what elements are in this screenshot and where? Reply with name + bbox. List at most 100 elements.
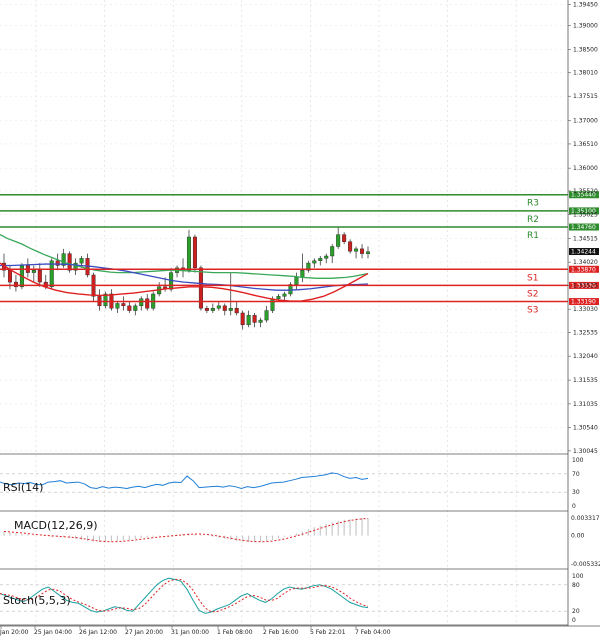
main-panel[interactable] <box>0 227 371 330</box>
candle[interactable] <box>246 315 251 326</box>
stoch-tick-label: 80 <box>572 582 580 589</box>
macd-tick-label: 0.003317 <box>571 515 600 522</box>
y-tick-label: 1.36000 <box>573 165 598 172</box>
candle[interactable] <box>55 260 60 266</box>
y-tick-label: 1.37000 <box>573 118 598 125</box>
stoch-d-line <box>0 578 369 613</box>
candle[interactable] <box>37 270 42 283</box>
y-tick-label: 1.32040 <box>573 353 598 360</box>
moving-average-red <box>0 262 369 302</box>
level-price-badge <box>569 223 599 231</box>
candle[interactable] <box>306 262 311 271</box>
stoch-k-line <box>0 577 369 614</box>
y-tick-label: 1.35025 <box>573 211 598 218</box>
macd-title: MACD(12,26,9) <box>14 519 98 532</box>
candle[interactable] <box>79 258 84 264</box>
y-tick-label: 1.39000 <box>573 23 598 30</box>
candle[interactable] <box>282 293 287 297</box>
candle[interactable] <box>222 305 227 311</box>
x-tick-label: 27 Jan 20:00 <box>125 629 163 636</box>
candle[interactable] <box>49 260 54 288</box>
candle[interactable] <box>300 270 305 278</box>
candle[interactable] <box>7 270 12 283</box>
candle[interactable] <box>127 305 132 311</box>
candle[interactable] <box>252 315 257 323</box>
candle[interactable] <box>186 236 191 271</box>
candle[interactable] <box>294 277 299 285</box>
candle[interactable] <box>31 270 36 273</box>
level-price-badge <box>569 207 599 215</box>
x-tick-label: 1 Feb 08:00 <box>217 629 253 636</box>
candle[interactable] <box>264 310 269 321</box>
candle[interactable] <box>336 234 341 247</box>
level-name-r2: R2 <box>527 215 539 225</box>
candle[interactable] <box>73 262 78 271</box>
x-tick-label: 7 Feb 04:00 <box>355 629 391 636</box>
y-tick-label: 1.37515 <box>573 93 598 100</box>
candle[interactable] <box>121 303 126 307</box>
candle[interactable] <box>204 308 209 311</box>
macd-panel[interactable]: 0.003317 0.00 -0.005332 <box>3 515 600 568</box>
rsi-panel[interactable]: 100 70 30 0 <box>0 457 584 510</box>
candle[interactable] <box>61 253 66 266</box>
level-name-r1: R1 <box>527 231 539 241</box>
x-tick-label: 31 Jan 00:00 <box>171 629 209 636</box>
level-price-badge <box>569 298 599 306</box>
y-tick-label: 1.31535 <box>573 377 598 384</box>
candle[interactable] <box>276 296 281 299</box>
moving-average-blue <box>0 263 369 291</box>
candle[interactable] <box>198 267 203 309</box>
candle[interactable] <box>13 281 18 288</box>
candle[interactable] <box>258 319 263 323</box>
candle[interactable] <box>342 234 347 242</box>
candle[interactable] <box>270 298 275 311</box>
macd-tick-label: -0.005332 <box>571 561 600 568</box>
current-price-text: 1.34244 <box>571 249 596 256</box>
y-tick-label: 1.30045 <box>573 448 598 455</box>
candle[interactable] <box>115 303 120 309</box>
candle[interactable] <box>240 312 245 326</box>
rsi-line <box>0 472 369 490</box>
y-tick-label: 1.39450 <box>573 1 598 8</box>
candle[interactable] <box>103 293 108 307</box>
stoch-title: Stoch(5,5,3) <box>3 594 71 607</box>
candle[interactable] <box>145 298 150 309</box>
candle[interactable] <box>318 258 323 261</box>
candle[interactable] <box>354 248 359 252</box>
y-tick-label: 1.35520 <box>573 188 598 195</box>
candle[interactable] <box>348 241 353 252</box>
candle[interactable] <box>324 255 329 259</box>
y-tick-label: 1.34515 <box>573 236 598 243</box>
candle[interactable] <box>192 236 197 269</box>
y-tick-label: 1.33525 <box>573 283 598 290</box>
level-price-badge <box>569 281 599 289</box>
candle[interactable] <box>288 284 293 295</box>
candle[interactable] <box>228 308 233 311</box>
macd-signal-line <box>3 517 369 543</box>
rsi-tick-label: 100 <box>572 457 584 464</box>
level-price-badge <box>569 265 599 273</box>
candle[interactable] <box>312 260 317 264</box>
candle[interactable] <box>360 248 365 254</box>
rsi-tick-label: 0 <box>572 503 576 510</box>
candle[interactable] <box>216 305 221 309</box>
candle[interactable] <box>133 305 138 311</box>
y-tick-label: 1.36510 <box>573 141 598 148</box>
moving-average-green <box>0 234 369 279</box>
candle[interactable] <box>330 246 335 257</box>
level-price-text: 1.34760 <box>571 224 596 231</box>
y-tick-label: 1.38500 <box>573 46 598 53</box>
y-tick-label: 1.38010 <box>573 70 598 77</box>
stoch-panel[interactable]: 100 80 20 0 <box>0 573 584 624</box>
candle[interactable] <box>67 253 72 271</box>
support-resistance-levels: R3 1.35440 R2 1.35100 R1 1.34760 S1 1.33870 S2 1.… <box>0 191 599 316</box>
candle[interactable] <box>234 308 239 314</box>
y-tick-label: 1.32535 <box>573 330 598 337</box>
level-price-badge <box>569 191 599 199</box>
candle[interactable] <box>210 308 215 311</box>
rsi-tick-label: 30 <box>572 489 580 496</box>
candle[interactable] <box>366 251 371 254</box>
stoch-tick-label: 20 <box>572 608 580 615</box>
x-axis-labels: Jan 20:00 25 Jan 04:00 26 Jan 12:00 27 Jan … <box>0 626 391 636</box>
